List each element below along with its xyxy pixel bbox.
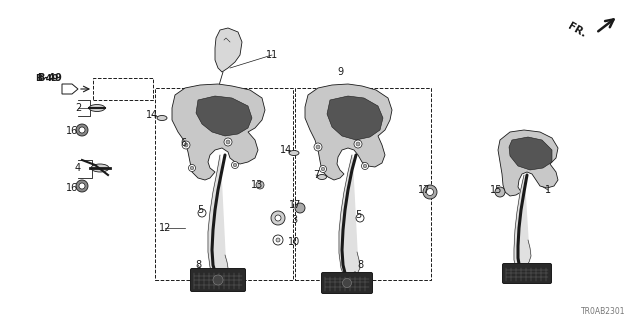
Circle shape (356, 142, 360, 146)
Text: TR0AB2301: TR0AB2301 (580, 308, 625, 316)
Circle shape (426, 188, 433, 196)
Bar (295, 88, 431, 280)
Circle shape (356, 214, 364, 222)
Ellipse shape (91, 164, 109, 172)
Circle shape (276, 238, 280, 242)
Circle shape (316, 145, 320, 149)
Circle shape (233, 163, 237, 167)
Circle shape (342, 278, 351, 287)
Text: 5: 5 (197, 205, 203, 215)
Ellipse shape (157, 116, 167, 121)
Polygon shape (208, 155, 228, 278)
PathPatch shape (509, 137, 552, 170)
Text: 9: 9 (337, 67, 343, 77)
Circle shape (189, 164, 195, 172)
Ellipse shape (89, 105, 105, 111)
Text: 5: 5 (355, 210, 361, 220)
Circle shape (354, 140, 362, 148)
Ellipse shape (289, 150, 299, 156)
Text: 4: 4 (75, 163, 81, 173)
Polygon shape (514, 175, 531, 270)
Circle shape (273, 235, 283, 245)
Circle shape (182, 141, 190, 149)
Circle shape (213, 275, 223, 285)
Text: 14: 14 (280, 145, 292, 155)
Text: B-49: B-49 (35, 74, 59, 83)
PathPatch shape (327, 96, 383, 140)
Circle shape (319, 165, 326, 172)
PathPatch shape (215, 28, 242, 72)
PathPatch shape (498, 130, 558, 196)
Text: 14: 14 (146, 110, 158, 120)
PathPatch shape (305, 84, 392, 180)
Text: 8: 8 (357, 260, 363, 270)
Circle shape (271, 211, 285, 225)
Bar (155, 88, 293, 280)
Text: FR.: FR. (566, 21, 588, 39)
Ellipse shape (317, 174, 326, 180)
Circle shape (275, 215, 281, 221)
Circle shape (362, 163, 369, 170)
Text: 16: 16 (66, 126, 78, 136)
Circle shape (226, 140, 230, 144)
Circle shape (184, 143, 188, 147)
Circle shape (198, 209, 206, 217)
Text: 7: 7 (313, 170, 319, 180)
Text: 12: 12 (159, 223, 171, 233)
Text: 3: 3 (291, 215, 297, 225)
Text: B-49: B-49 (38, 73, 63, 83)
Text: 1: 1 (545, 185, 551, 195)
FancyBboxPatch shape (321, 273, 372, 293)
Polygon shape (62, 84, 78, 94)
Circle shape (314, 143, 322, 151)
Text: 15: 15 (490, 185, 502, 195)
Text: 17: 17 (418, 185, 430, 195)
Text: 17: 17 (289, 200, 301, 210)
Polygon shape (339, 155, 360, 279)
FancyBboxPatch shape (502, 263, 552, 284)
PathPatch shape (196, 96, 252, 136)
Circle shape (79, 183, 85, 189)
Circle shape (495, 187, 505, 197)
PathPatch shape (172, 84, 265, 180)
Circle shape (364, 164, 367, 168)
Circle shape (321, 167, 324, 171)
Circle shape (76, 124, 88, 136)
Circle shape (224, 138, 232, 146)
Circle shape (76, 180, 88, 192)
Text: 2: 2 (75, 103, 81, 113)
FancyBboxPatch shape (191, 268, 246, 292)
Circle shape (256, 181, 264, 189)
Text: 11: 11 (266, 50, 278, 60)
Text: 13: 13 (251, 180, 263, 190)
Circle shape (190, 166, 194, 170)
Circle shape (232, 162, 239, 169)
Circle shape (79, 127, 85, 133)
Bar (93, 78, 153, 100)
Text: 10: 10 (288, 237, 300, 247)
Circle shape (295, 203, 305, 213)
Circle shape (423, 185, 437, 199)
Text: 8: 8 (195, 260, 201, 270)
Text: 6: 6 (180, 138, 186, 148)
Text: 16: 16 (66, 183, 78, 193)
